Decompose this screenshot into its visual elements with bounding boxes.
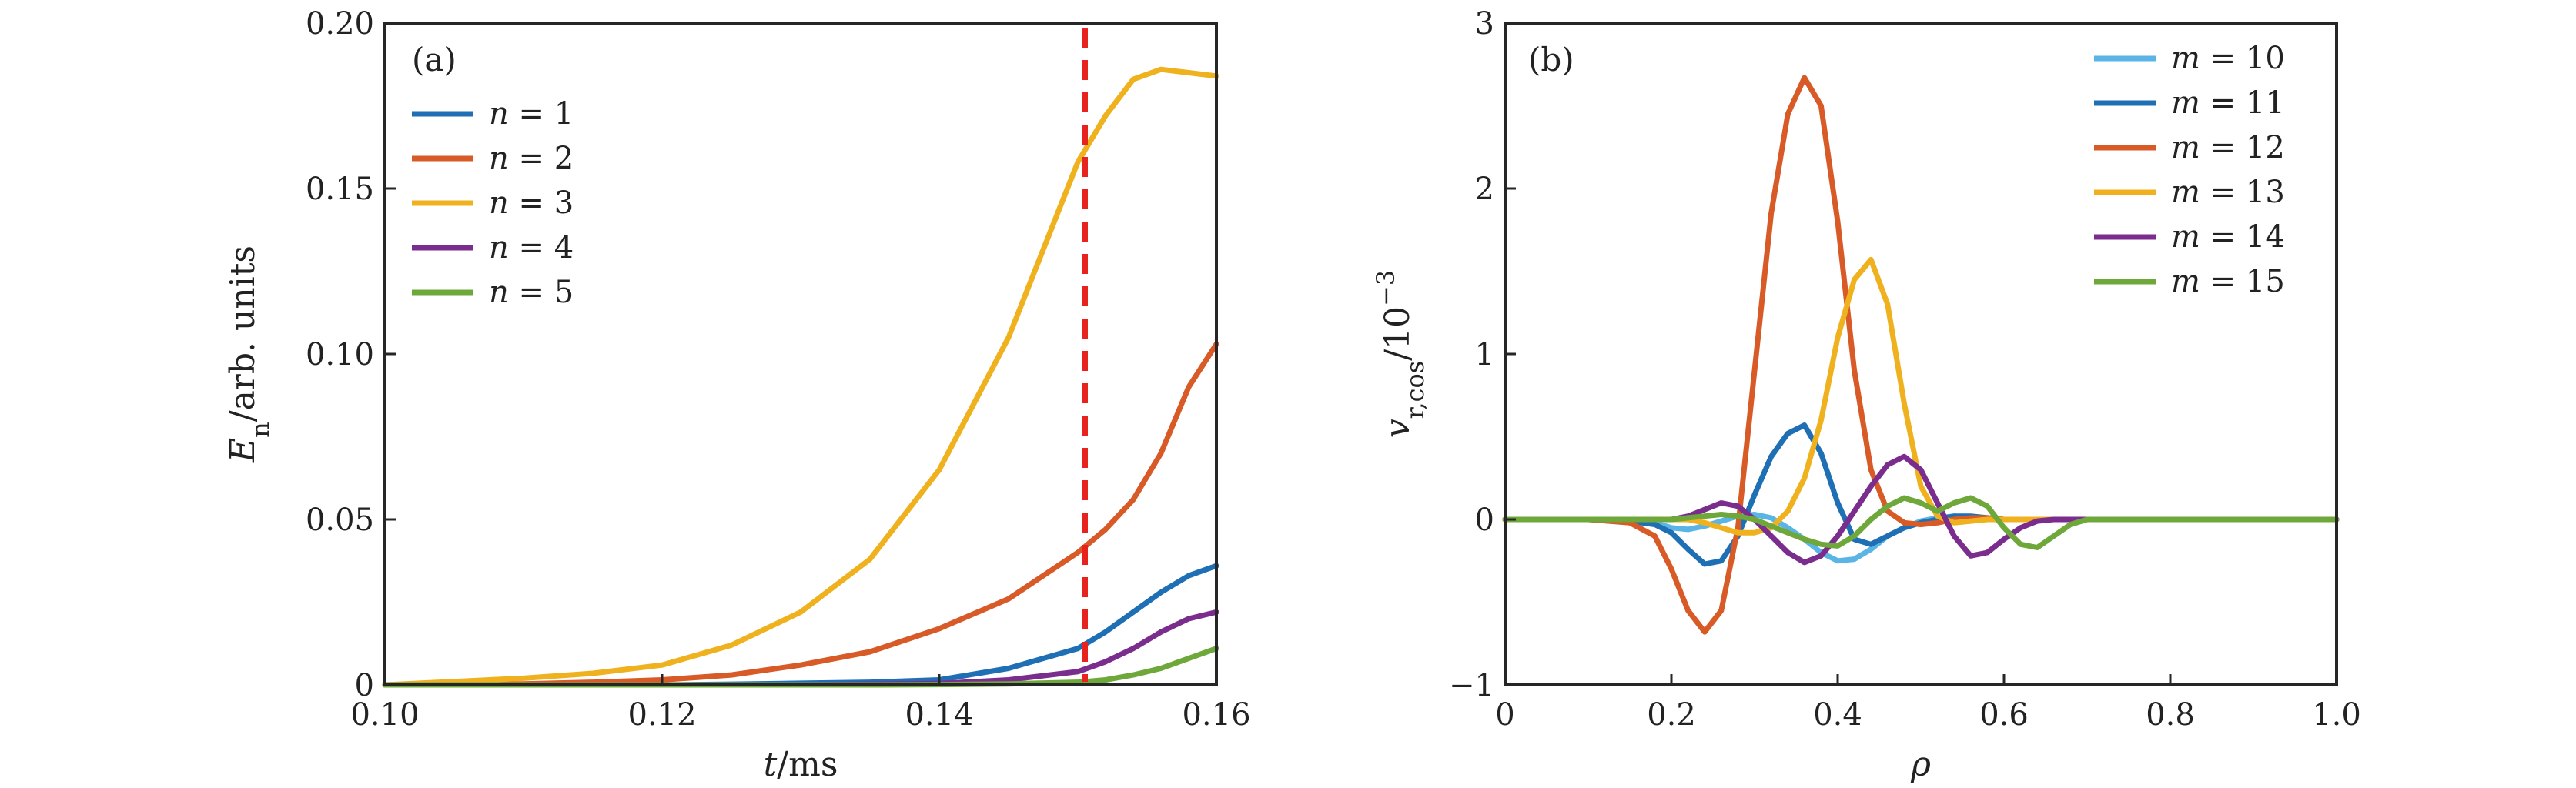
panel-a-xtick-label: 0.10 — [350, 697, 419, 733]
panel-a-ytick-label: 0.20 — [306, 6, 374, 42]
panel-a-legend-label: n = 5 — [489, 275, 574, 310]
panel-a-ticks: 0.10 0.12 0.14 0.16 0 0.05 0.10 0.15 0.20 — [306, 6, 1251, 733]
panel-a: 0.10 0.12 0.14 0.16 0 0.05 0.10 0.15 0.20 (a) n … — [223, 6, 1251, 784]
panel-b-ytick-label: 3 — [1475, 6, 1494, 42]
panel-b-series-line-6 — [1502, 495, 2340, 550]
panel-b-xtick-label: 0.8 — [2146, 697, 2195, 733]
panel-a-xlabel: t/ms — [764, 745, 838, 784]
panel-a-xtick-label: 0.16 — [1182, 697, 1250, 733]
panel-a-ytick-label: 0.10 — [306, 337, 374, 372]
panel-a-frame — [383, 22, 1218, 686]
panel-b-ytick-label: −1 — [1449, 668, 1494, 703]
panel-b-legend-label: m = 10 — [2171, 41, 2285, 76]
panel-a-legend-label: n = 2 — [489, 141, 574, 176]
panel-b-ylabel: vr,cos/10−3 — [1371, 270, 1430, 438]
panel-a-ytick-label: 0.05 — [306, 503, 374, 538]
panel-b-xtick-label: 0 — [1495, 697, 1514, 733]
panel-b-legend-label: m = 11 — [2171, 85, 2285, 121]
panel-b-legend-label: m = 13 — [2171, 175, 2285, 210]
panel-b-frame — [1504, 22, 2338, 686]
panel-a-ytick-label: 0 — [355, 668, 374, 703]
panel-b-legend-label: m = 14 — [2171, 219, 2285, 255]
panel-b-xlabel: ρ — [1910, 745, 1931, 784]
panel-b-xtick-label: 0.4 — [1813, 697, 1862, 733]
panel-a-series-line-4 — [382, 609, 1219, 688]
panel-a-ylabel: En/arb. units — [223, 245, 275, 463]
panel-b-legend: m = 10 m = 11 m = 12 m = 13 m = 14 m = 15 — [2094, 41, 2285, 299]
panel-a-label: (a) — [412, 41, 457, 78]
panel-b-series-line-4 — [1502, 256, 2340, 536]
panel-a-ytick-label: 0.15 — [306, 172, 374, 207]
panel-b-series-line-2 — [1502, 422, 2340, 567]
panel-b-legend-label: m = 12 — [2171, 130, 2285, 165]
panel-b-series-line-5 — [1502, 453, 2340, 566]
panel-a-series-line-2 — [382, 341, 1219, 688]
panel-a-xtick-label: 0.12 — [627, 697, 696, 733]
panel-b-legend-label: m = 15 — [2171, 264, 2285, 299]
panel-a-legend-label: n = 4 — [489, 230, 574, 265]
panel-a-series-line-3 — [382, 66, 1219, 688]
panel-a-xtick-label: 0.14 — [905, 697, 973, 733]
panel-a-legend-label: n = 3 — [489, 185, 574, 221]
panel-b-ytick-label: 2 — [1475, 172, 1494, 207]
panel-b-ytick-label: 0 — [1475, 503, 1494, 538]
panel-b-ytick-label: 1 — [1475, 337, 1494, 372]
panel-b-series-group — [1502, 75, 2340, 635]
panel-b-xtick-label: 0.6 — [1979, 697, 2029, 733]
panel-b-xtick-label: 0.2 — [1647, 697, 1696, 733]
panel-a-legend-label: n = 1 — [489, 96, 574, 132]
panel-b-label: (b) — [1528, 41, 1574, 78]
panel-b-xtick-label: 1.0 — [2312, 697, 2361, 733]
panel-a-legend: n = 1 n = 2 n = 3 n = 4 n = 5 — [412, 96, 574, 310]
